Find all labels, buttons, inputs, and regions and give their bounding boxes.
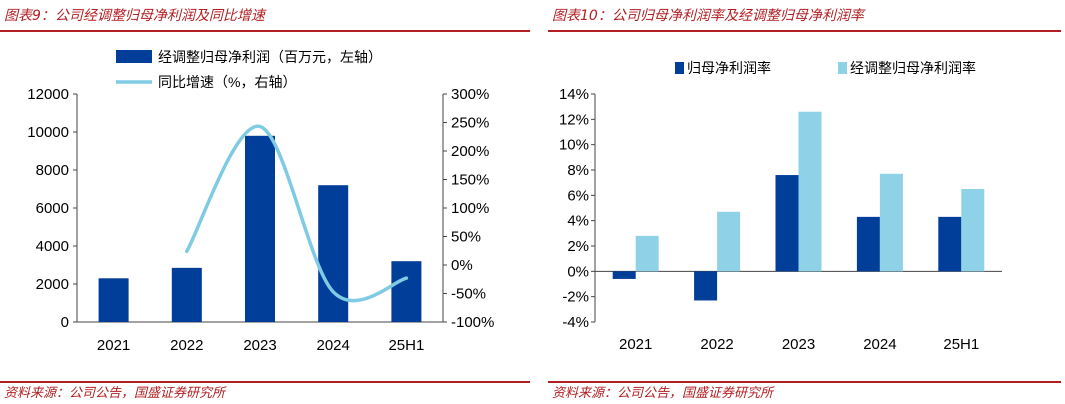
bar-net-margin — [938, 216, 962, 272]
bar-adjusted-net-margin — [961, 189, 985, 272]
right-y-tick-label: 150% — [451, 172, 489, 189]
x-tick-label: 2022 — [170, 337, 203, 354]
bar-adjusted-net-profit — [318, 185, 349, 322]
bar-adjusted-net-margin — [635, 235, 659, 272]
figure-9-panel: 图表9：公司经调整归母净利润及同比增速 0 2000 4000 6000 8000 100… — [0, 0, 530, 404]
right-y-tick-label: -100% — [451, 314, 494, 331]
bar-adjusted-net-margin — [717, 211, 741, 272]
left-y-tick-label: 4000 — [36, 238, 69, 255]
legend-adjusted-margin-label: 经调整归母净利润率 — [850, 60, 976, 76]
bar-adjusted-net-profit — [98, 278, 129, 322]
left-y-tick-label: 0 — [61, 314, 69, 331]
x-tick-label: 2024 — [317, 337, 350, 354]
right-y-tick-label: 300% — [451, 86, 489, 103]
bar-net-margin — [775, 175, 799, 272]
x-tick-label: 2021 — [619, 336, 652, 353]
bar-net-margin — [612, 271, 636, 279]
left-y-tick-label: 6000 — [36, 200, 69, 217]
y-tick-label: 0% — [567, 263, 589, 280]
legend-net-margin-swatch — [675, 62, 684, 74]
y-tick-label: 2% — [567, 238, 589, 255]
figure-10-panel: 图表10：公司归母净利润率及经调整归母净利润率 -4% -2% 0% 2% 4% 6% 8%… — [548, 0, 1065, 404]
bar-adjusted-net-margin — [798, 111, 822, 272]
x-tick-label: 25H1 — [943, 336, 979, 353]
right-y-tick-label: -50% — [451, 286, 486, 303]
bar-adjusted-net-margin — [879, 173, 903, 272]
y-tick-label: 6% — [567, 187, 589, 204]
y-tick-label: -4% — [562, 314, 589, 331]
x-tick-label: 2023 — [782, 336, 815, 353]
left-y-tick-label: 10000 — [27, 124, 69, 141]
y-tick-label: 8% — [567, 162, 589, 179]
chart-9: 0 2000 4000 6000 8000 10000 12000 -100% -50% 0% 50… — [27, 49, 494, 354]
y-tick-label: 12% — [559, 111, 589, 128]
bar-net-margin — [856, 216, 880, 272]
x-tick-label: 25H1 — [388, 337, 424, 354]
x-tick-label: 2021 — [97, 337, 130, 354]
legend-adjusted-margin-swatch — [838, 62, 847, 74]
bar-net-margin — [694, 271, 718, 301]
x-tick-label: 2024 — [863, 336, 896, 353]
left-y-tick-label: 12000 — [27, 86, 69, 103]
x-tick-label: 2022 — [700, 336, 733, 353]
bar-adjusted-net-profit — [171, 267, 202, 322]
y-tick-label: 4% — [567, 213, 589, 230]
title-rule — [0, 30, 530, 32]
title-rule — [548, 30, 1061, 32]
legend-bar-label: 经调整归母净利润（百万元，左轴） — [158, 49, 382, 65]
legend-net-margin-label: 归母净利润率 — [687, 60, 771, 76]
figure-10-source: 资料来源：公司公告，国盛证券研究所 — [552, 386, 774, 401]
bar-adjusted-net-profit — [245, 135, 275, 322]
figure-10-title: 图表10：公司归母净利润率及经调整归母净利润率 — [552, 8, 864, 24]
left-y-tick-label: 2000 — [36, 276, 69, 293]
growth-rate-line — [185, 124, 409, 303]
figure-9-title: 图表9：公司经调整归母净利润及同比增速 — [4, 8, 265, 24]
x-tick-label: 2023 — [243, 337, 276, 354]
right-y-tick-label: 100% — [451, 200, 489, 217]
y-tick-label: 10% — [559, 137, 589, 154]
source-rule — [548, 381, 1061, 383]
left-y-tick-label: 8000 — [36, 162, 69, 179]
source-rule — [0, 381, 530, 383]
right-y-tick-label: 250% — [451, 115, 489, 132]
figure-9-source: 资料来源：公司公告，国盛证券研究所 — [4, 386, 226, 401]
legend-line-label: 同比增速（%，右轴） — [158, 74, 296, 90]
legend-bar-swatch — [116, 50, 152, 63]
y-tick-label: 14% — [559, 86, 589, 103]
right-y-tick-label: 0% — [451, 257, 473, 274]
y-tick-label: -2% — [562, 289, 589, 306]
chart-10: -4% -2% 0% 2% 4% 6% 8% 10% 12% 14% 2021 2022 2023 202… — [559, 60, 1002, 353]
right-y-tick-label: 200% — [451, 143, 489, 160]
right-y-tick-label: 50% — [451, 229, 481, 246]
bar-adjusted-net-profit — [391, 261, 422, 322]
